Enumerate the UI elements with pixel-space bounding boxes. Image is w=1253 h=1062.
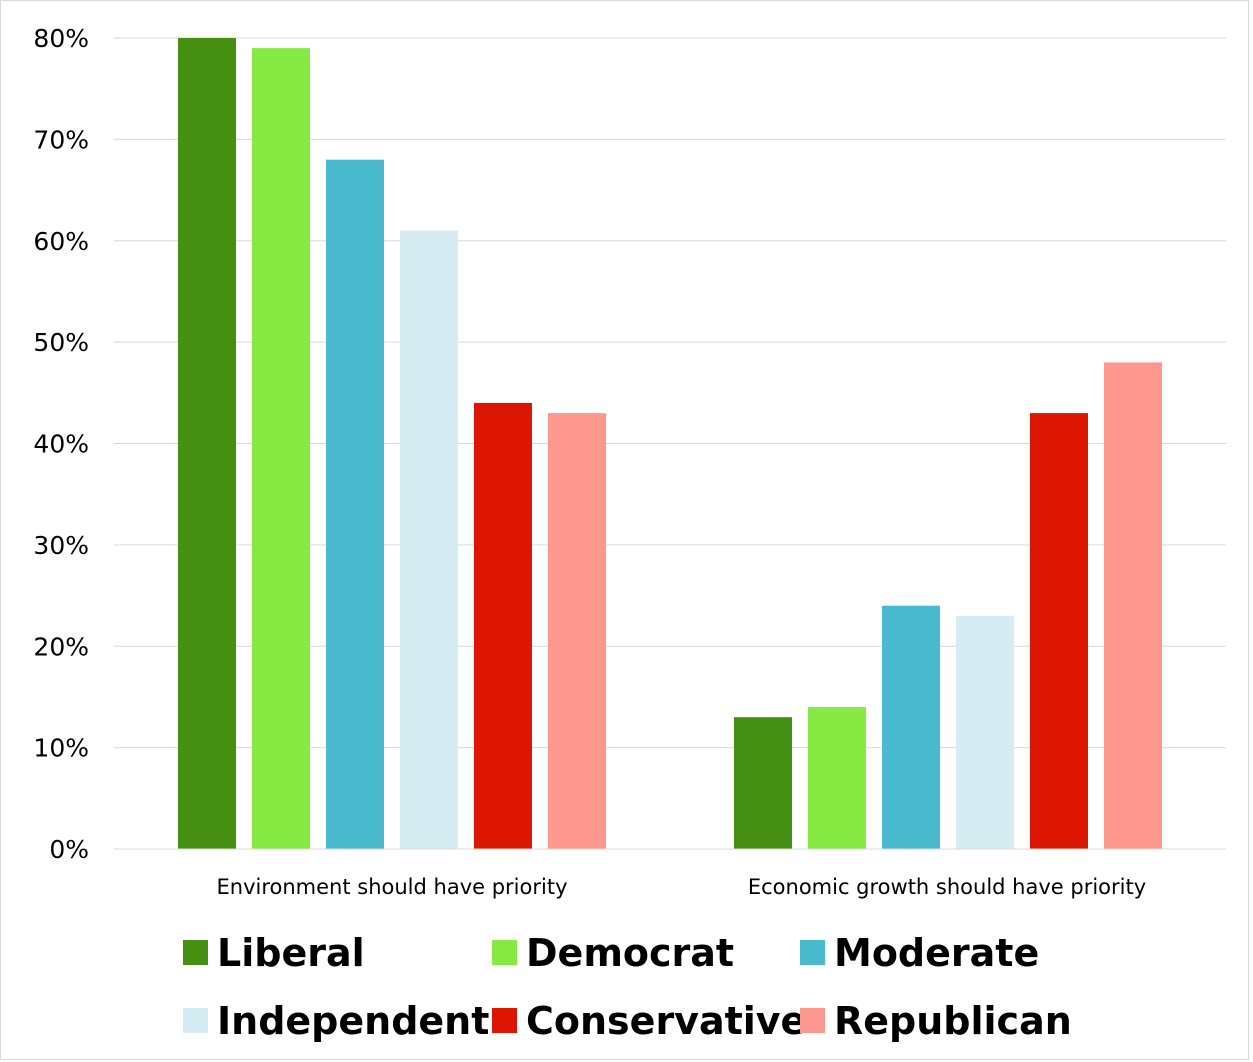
y-axis-tick-labels: 0% 10% 20% 30% 40% 50% 60% 70% 80%	[33, 24, 89, 864]
bar-liberal	[734, 717, 792, 849]
legend-label: Conservative	[526, 999, 806, 1043]
legend-item-liberal: Liberal	[183, 931, 365, 975]
legend-swatch	[492, 1008, 517, 1033]
y-tick-label: 80%	[33, 24, 89, 53]
y-tick-label: 20%	[33, 632, 89, 661]
legend-swatch	[183, 940, 208, 965]
y-tick-label: 60%	[33, 227, 89, 256]
bar-moderate	[326, 159, 384, 849]
legend-item-democrat: Democrat	[492, 931, 734, 975]
legend-item-moderate: Moderate	[800, 931, 1039, 975]
legend: Liberal Democrat Moderate Independent Conser…	[183, 931, 1072, 1043]
bar-conservative	[474, 402, 532, 849]
bar-moderate	[882, 605, 940, 849]
y-tick-label: 70%	[33, 125, 89, 154]
bar-democrat	[252, 48, 310, 849]
bar-republican	[1104, 362, 1162, 849]
bar-democrat	[808, 707, 866, 849]
legend-item-republican: Republican	[800, 999, 1072, 1043]
y-tick-label: 0%	[49, 835, 89, 864]
legend-swatch	[492, 940, 517, 965]
legend-item-conservative: Conservative	[492, 999, 806, 1043]
x-axis-category-labels: Environment should have priority Economic…	[217, 875, 1147, 899]
legend-item-independent: Independent	[183, 999, 489, 1043]
y-tick-label: 30%	[33, 531, 89, 560]
bar-independent	[400, 230, 458, 850]
legend-label: Democrat	[526, 931, 734, 975]
legend-swatch	[800, 1008, 825, 1033]
x-category-label: Economic growth should have priority	[748, 875, 1146, 899]
bars	[178, 38, 1162, 850]
bar-liberal	[178, 38, 236, 849]
bar-independent	[956, 615, 1014, 849]
legend-swatch	[183, 1008, 208, 1033]
legend-label: Liberal	[217, 931, 365, 975]
legend-label: Republican	[834, 999, 1072, 1043]
legend-label: Moderate	[834, 931, 1039, 975]
bar-republican	[548, 413, 606, 849]
legend-swatch	[800, 940, 825, 965]
legend-label: Independent	[217, 999, 489, 1043]
y-tick-label: 10%	[33, 734, 89, 763]
y-tick-label: 40%	[33, 430, 89, 459]
bar-conservative	[1030, 413, 1088, 849]
x-category-label: Environment should have priority	[217, 875, 568, 899]
y-tick-label: 50%	[33, 328, 89, 357]
